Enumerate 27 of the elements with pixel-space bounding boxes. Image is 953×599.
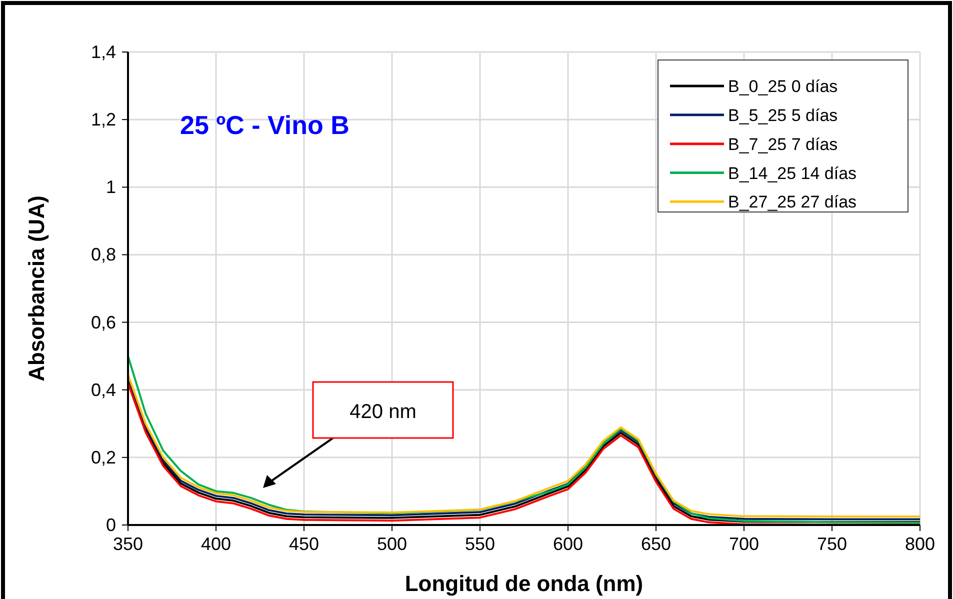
x-tick-label: 500 xyxy=(376,534,408,554)
x-tick-label: 450 xyxy=(288,534,320,554)
x-tick-label: 700 xyxy=(728,534,760,554)
x-tick-label: 550 xyxy=(464,534,496,554)
legend-label: B_0_25 0 días xyxy=(728,77,838,96)
y-axis-title: Absorbancia (UA) xyxy=(24,196,49,382)
y-tick-label: 0,8 xyxy=(90,244,116,265)
y-tick-label: 0,4 xyxy=(90,380,116,400)
legend-label: B_5_25 5 días xyxy=(728,106,838,125)
legend-label: B_7_25 7 días xyxy=(728,134,838,154)
annotation: 420 nm xyxy=(350,401,416,423)
x-tick-label: 400 xyxy=(200,534,232,554)
y-tick-label: 0,2 xyxy=(90,447,116,468)
y-tick-label: 1 xyxy=(106,177,116,198)
y-tick-label: 0,6 xyxy=(90,312,116,332)
x-tick-label: 350 xyxy=(112,534,144,554)
x-axis-title: Longitud de onda (nm) xyxy=(404,571,644,596)
x-tick-label: 800 xyxy=(904,534,936,554)
legend-label: B_27_25 27 días xyxy=(728,192,857,212)
y-tick-label: 0 xyxy=(106,515,116,535)
y-tick-label: 1,4 xyxy=(90,42,116,62)
legend-label: B_14_25 14 días xyxy=(728,164,857,183)
y-tick-label: 1,2 xyxy=(90,110,116,130)
x-tick-label: 650 xyxy=(640,534,672,554)
text: 25 ºC - Vino B xyxy=(180,110,350,140)
x-tick-label: 600 xyxy=(552,534,584,554)
x-tick-label: 750 xyxy=(816,534,848,554)
